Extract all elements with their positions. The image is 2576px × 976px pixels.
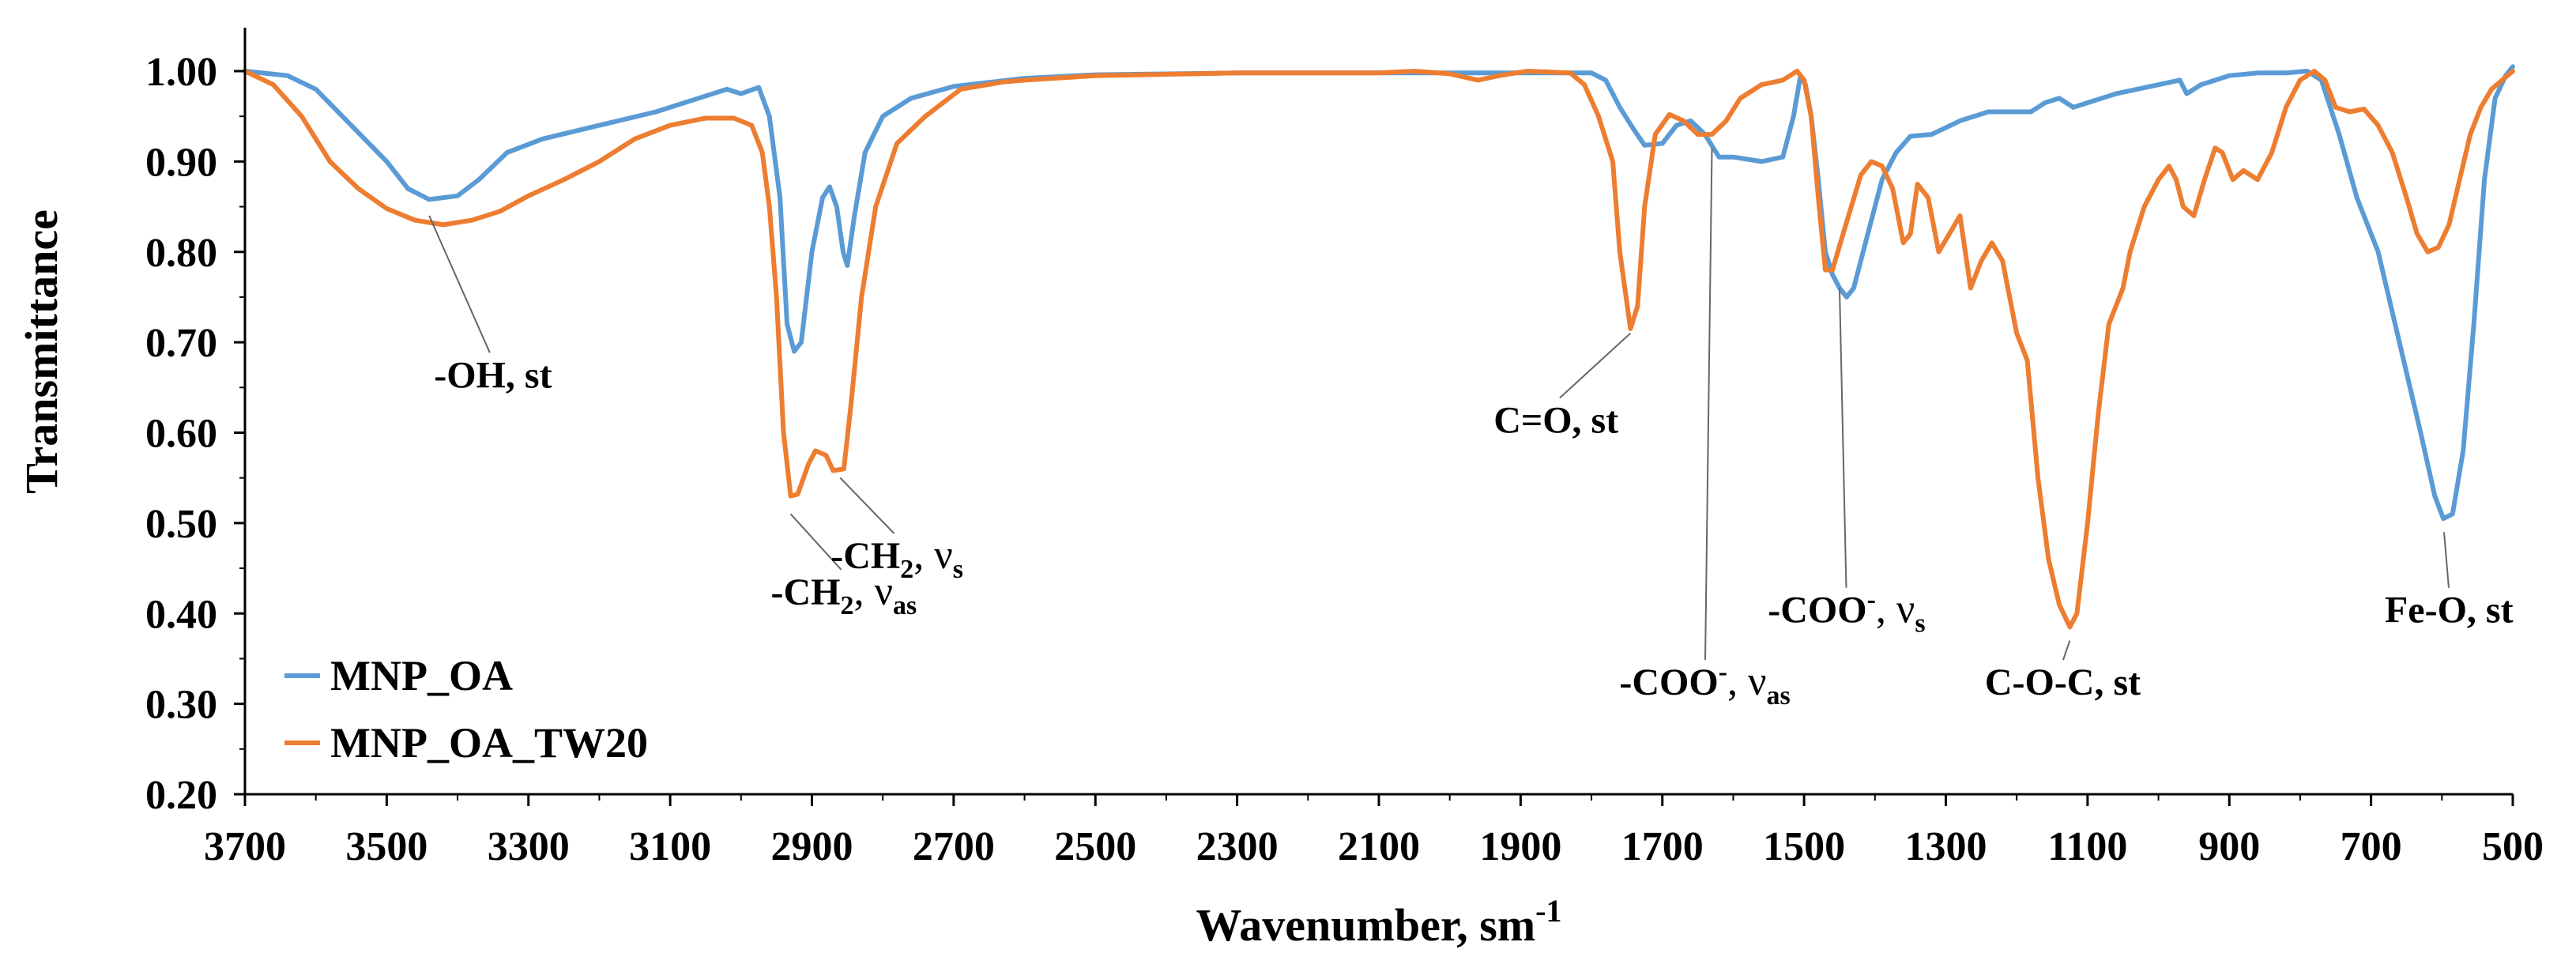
axis-layer [243, 28, 2513, 796]
x-tick-label: 3100 [629, 824, 711, 869]
x-tick-label: 2100 [1338, 824, 1420, 869]
legend: MNP_OA MNP_OA_TW20 [284, 652, 648, 767]
series-line-mnp-oa-tw20 [243, 69, 2515, 630]
annotation-leader-ch2-s [839, 477, 895, 534]
annotation-label-co: C=O, st [1493, 400, 1618, 442]
x-tick-label: 2700 [913, 824, 995, 869]
x-tick-label: 3300 [488, 824, 570, 869]
annotation-leader-coo-s [1838, 288, 1847, 588]
x-tick-layer: 3700 3500 3300 3100 2900 2700 2500 2300 2100 1900… [204, 794, 2544, 869]
x-tick-label: 700 [2341, 824, 2402, 869]
annotation-layer: -OH, st -CH2​, νas​-CH2​, νs​ C=O, st -COO-… [428, 148, 2514, 710]
annotation-coo-as: -COO-​, νas​ [1619, 148, 1791, 710]
x-tick-label: 1900 [1479, 824, 1561, 869]
x-axis-title-superscript: -1 [1535, 893, 1561, 929]
y-tick-label: 0.50 [145, 502, 217, 547]
x-tick-label: 3700 [204, 824, 286, 869]
annotation-leader-oh [428, 215, 491, 353]
y-tick-label: 0.70 [145, 321, 217, 366]
annotation-leader-ch2-as [789, 513, 842, 571]
annotation-label-ch2-as: -CH2​, νas​ [770, 569, 917, 620]
annotation-oh: -OH, st [428, 215, 552, 396]
annotation-label-coc: C-O-C, st [1985, 661, 2141, 703]
x-axis-title-main: Wavenumber, sm [1196, 899, 1535, 951]
y-tick-label: 0.60 [145, 412, 217, 457]
legend-label-mnp-oa-tw20: MNP_OA_TW20 [330, 719, 648, 767]
x-axis-title: Wavenumber, sm-1 [1196, 893, 1561, 951]
x-tick-label: 1500 [1763, 824, 1845, 869]
y-tick-label: 0.90 [145, 140, 217, 185]
legend-label-mnp-oa: MNP_OA [330, 652, 513, 699]
x-tick-label: 500 [2482, 824, 2544, 869]
x-tick-label: 3500 [345, 824, 427, 869]
y-tick-label: 0.80 [145, 231, 217, 276]
annotation-label-oh: -OH, st [434, 354, 552, 396]
annotation-feo: Fe-O, st [2385, 532, 2514, 631]
x-tick-label: 2300 [1196, 824, 1279, 869]
annotation-label-feo: Fe-O, st [2385, 590, 2514, 631]
annotation-coo-s: -COO-​, νs​ [1768, 288, 1926, 639]
series-layer [243, 64, 2515, 630]
y-tick-label: 1.00 [145, 50, 217, 95]
annotation-leader-coc [2062, 640, 2071, 661]
annotation-co: C=O, st [1493, 332, 1632, 442]
annotation-leader-co [1559, 332, 1632, 399]
x-tick-label: 900 [2198, 824, 2260, 869]
annotation-label-coo-as: -COO-​, νas​ [1619, 658, 1790, 710]
y-axis-title: Transmittance [16, 209, 67, 494]
annotation-label-coo-s: -COO-​, νs​ [1768, 586, 1925, 639]
y-tick-layer: 0.20 0.30 0.40 0.50 0.60 0.70 0.80 0.90 1.00 [145, 50, 245, 818]
annotation-leader-feo [2443, 532, 2450, 588]
y-tick-label: 0.20 [145, 773, 217, 818]
annotation-label-ch2-s: -CH2​, νs​ [830, 533, 963, 584]
x-tick-label: 1300 [1905, 824, 1987, 869]
y-tick-label: 0.40 [145, 592, 217, 637]
x-tick-label: 2500 [1054, 824, 1136, 869]
annotation-ch2-as: -CH2​, νas​ [770, 513, 917, 620]
y-tick-label: 0.30 [145, 683, 217, 728]
x-tick-label: 1100 [2047, 824, 2127, 869]
series-line-mnp-oa [243, 64, 2515, 522]
annotation-coc: C-O-C, st [1985, 640, 2141, 703]
x-tick-label: 2900 [771, 824, 853, 869]
annotation-ch2-s: -CH2​, νs​ [830, 477, 963, 584]
annotation-leader-coo-as [1704, 148, 1713, 661]
x-tick-label: 1700 [1621, 824, 1704, 869]
